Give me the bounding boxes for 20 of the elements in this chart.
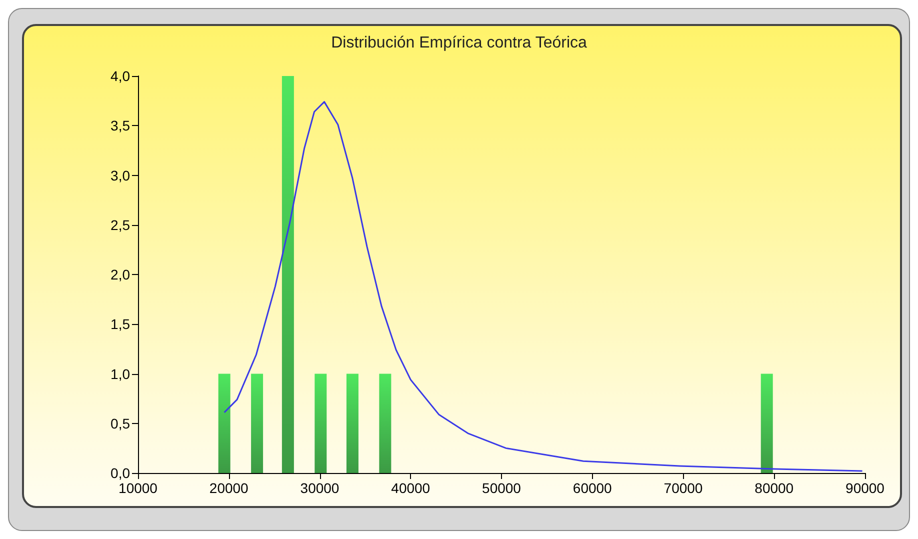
y-tick-label: 3,0 [110,167,130,184]
y-tick-label: 0,5 [110,415,130,432]
x-tick-label: 10000 [118,480,158,496]
y-tick-label: 4,0 [110,68,130,84]
y-tick-label: 2,5 [110,216,130,233]
y-tick-label: 3,5 [110,118,130,134]
x-tick-label: 60000 [572,480,612,496]
x-tick-label: 20000 [209,480,249,496]
x-tick-label: 30000 [300,480,340,496]
x-tick-label: 40000 [391,480,430,496]
x-tick-label: 50000 [482,480,522,496]
y-tick-label: 1,5 [110,316,130,332]
y-tick-label: 2,0 [110,266,130,282]
line-series [224,101,864,472]
x-tick-label: 80000 [754,480,794,496]
y-tick-label: 1,0 [110,366,130,382]
x-tick-label: 90000 [846,480,885,496]
chart-title: Distribución Empírica contra Teórica [331,34,587,52]
x-tick-label: 70000 [664,480,703,496]
y-tick-label: 0,0 [110,465,130,481]
